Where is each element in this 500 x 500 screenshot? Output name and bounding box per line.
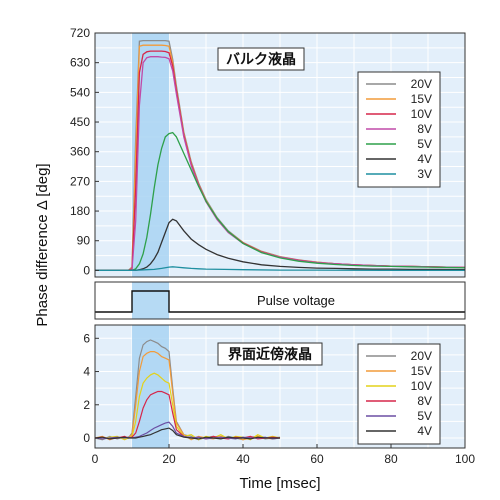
legend-label-4V: 4V: [417, 152, 432, 166]
y-tick-label: 90: [77, 234, 91, 248]
pulse-window-band-middle: [132, 282, 169, 319]
x-tick-label: 0: [92, 452, 99, 466]
series-line-15V: [94, 351, 281, 441]
legend-label-4V: 4V: [417, 424, 432, 438]
legend-label-15V: 15V: [411, 92, 432, 106]
y-tick-label: 6: [83, 331, 90, 345]
y-tick-label: 720: [70, 26, 90, 40]
x-tick-label: 80: [384, 452, 398, 466]
bottom-panel-title: 界面近傍液晶: [228, 346, 312, 363]
x-tick-label: 20: [162, 452, 176, 466]
top-panel-series: [95, 39, 466, 272]
series-line-4V: [94, 427, 280, 440]
series-line-4V: [95, 218, 466, 272]
bottom-panel-title-box: [217, 342, 323, 366]
legend-label-20V: 20V: [411, 349, 432, 363]
top-panel-title: バルク液晶: [226, 51, 296, 68]
bottom-panel-series: [94, 339, 281, 441]
legend-label-10V: 10V: [411, 379, 432, 393]
y-tick-label: 180: [70, 204, 90, 218]
legend-label-5V: 5V: [417, 137, 432, 151]
legend-label-8V: 8V: [417, 394, 432, 408]
y-axis-title: Phase difference Δ [deg]: [34, 163, 51, 326]
pulse-series: [95, 290, 465, 313]
x-tick-label: 40: [236, 452, 250, 466]
series-line-3V: [95, 266, 465, 272]
top-panel-title-box: [217, 47, 305, 71]
legend-label-3V: 3V: [417, 167, 432, 181]
y-tick-label: 360: [70, 145, 90, 159]
y-tick-label: 2: [83, 398, 90, 412]
pulse-label: Pulse voltage: [257, 293, 335, 308]
y-tick-label: 0: [83, 263, 90, 277]
legend-box: [357, 343, 441, 445]
bottom-panel-frame: [94, 324, 466, 449]
y-tick-label: 540: [70, 85, 90, 99]
top-panel-ticks: 0 90 180 270 360 450 540 630 720: [70, 26, 99, 277]
top-panel-frame: [94, 32, 466, 278]
y-tick-label: 630: [70, 56, 90, 70]
y-tick-label: 4: [83, 365, 90, 379]
x-axis-title: Time [msec]: [239, 475, 320, 492]
y-tick-label: 270: [70, 174, 90, 188]
legend-label-10V: 10V: [411, 107, 432, 121]
y-tick-label: 450: [70, 115, 90, 129]
legend-label-5V: 5V: [417, 409, 432, 423]
x-tick-label: 60: [310, 452, 324, 466]
legend-label-8V: 8V: [417, 122, 432, 136]
pulse-panel-frame: [94, 281, 466, 320]
legend-label-15V: 15V: [411, 364, 432, 378]
y-tick-label: 0: [83, 431, 90, 445]
pulse-line: [95, 290, 465, 313]
x-tick-label: 100: [455, 452, 475, 466]
legend-label-20V: 20V: [411, 77, 432, 91]
series-line-5V: [95, 131, 466, 272]
